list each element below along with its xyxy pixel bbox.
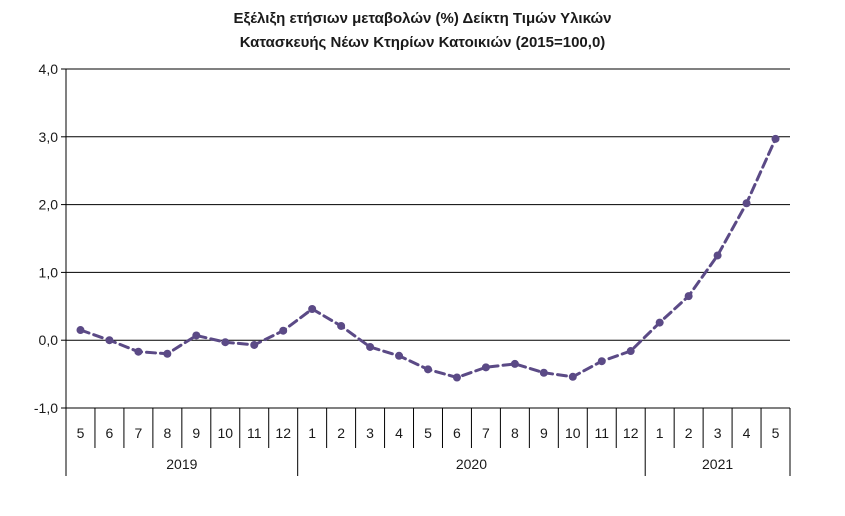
x-tick-label: 5 (424, 425, 432, 441)
y-tick-label: 3,0 (39, 129, 59, 145)
data-point (684, 292, 693, 301)
x-tick-label: 9 (540, 425, 548, 441)
data-point (366, 342, 375, 351)
x-tick-label: 7 (135, 425, 143, 441)
data-point (452, 373, 461, 382)
data-point (308, 305, 317, 314)
x-tick-label: 4 (743, 425, 751, 441)
chart-title-line-2: Κατασκευής Νέων Κτηρίων Κατοικιών (2015=… (239, 34, 606, 51)
y-tick-label: -1,0 (34, 400, 58, 416)
y-tick-label: 0,0 (39, 332, 59, 348)
x-tick-label: 9 (192, 425, 200, 441)
data-point (395, 351, 404, 360)
x-tick-label: 1 (656, 425, 664, 441)
data-point (510, 359, 519, 368)
x-tick-label: 6 (453, 425, 461, 441)
x-tick-label: 6 (106, 425, 114, 441)
x-tick-label: 8 (163, 425, 171, 441)
data-point (279, 326, 288, 335)
x-tick-label: 3 (714, 425, 722, 441)
x-tick-label: 12 (275, 425, 291, 441)
data-point (626, 347, 635, 356)
x-tick-label: 12 (623, 425, 639, 441)
x-tick-label: 2 (685, 425, 693, 441)
data-point (76, 326, 85, 335)
x-tick-label: 2 (337, 425, 345, 441)
data-point (742, 199, 751, 208)
data-point (250, 340, 259, 349)
data-point (481, 363, 490, 372)
data-point (597, 357, 606, 366)
data-point (192, 331, 201, 340)
x-tick-label: 1 (308, 425, 316, 441)
x-tick-label: 11 (247, 425, 262, 441)
x-tick-label: 4 (395, 425, 403, 441)
y-tick-label: 1,0 (39, 264, 59, 280)
x-tick-label: 10 (565, 425, 581, 441)
series-line (79, 137, 777, 379)
chart-title-line-1: Εξέλιξη ετήσιων μεταβολών (%) Δείκτη Τιμ… (233, 10, 612, 27)
x-tick-label: 8 (511, 425, 519, 441)
y-tick-label: 2,0 (39, 197, 59, 213)
x-group-label: 2021 (702, 456, 733, 472)
data-point (105, 336, 114, 345)
data-point (221, 338, 230, 347)
x-group-label: 2020 (456, 456, 487, 472)
data-point (539, 368, 548, 377)
data-point (655, 318, 664, 327)
x-group-label: 2019 (166, 456, 197, 472)
x-tick-label: 7 (482, 425, 490, 441)
x-tick-label: 10 (217, 425, 233, 441)
data-point (337, 321, 346, 330)
x-tick-label: 5 (772, 425, 780, 441)
x-tick-label: 11 (594, 425, 609, 441)
data-point (771, 134, 780, 143)
data-point (713, 251, 722, 260)
x-tick-label: 5 (77, 425, 85, 441)
data-point (424, 365, 432, 374)
data-point (134, 347, 143, 356)
data-point (568, 372, 577, 381)
y-tick-label: 4,0 (39, 61, 59, 77)
x-tick-label: 3 (366, 425, 374, 441)
data-point (163, 349, 172, 358)
